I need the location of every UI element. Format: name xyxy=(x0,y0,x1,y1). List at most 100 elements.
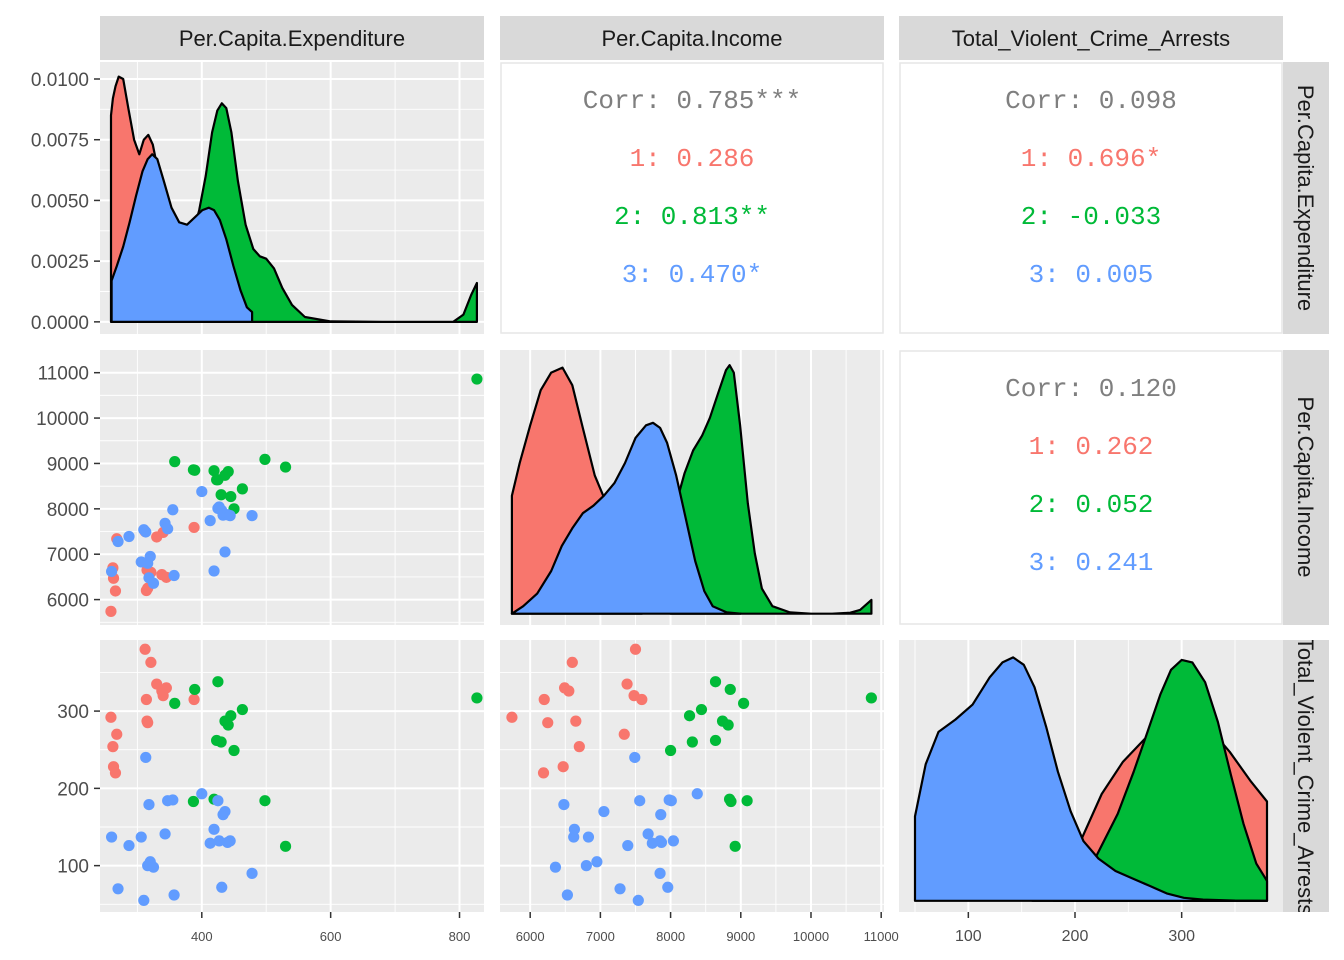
scatter-point-group-2 xyxy=(695,703,708,716)
scatter-point-group-3 xyxy=(219,546,231,558)
scatter-point-group-2 xyxy=(471,692,483,704)
scatter-point-group-1 xyxy=(538,693,550,706)
scatter-point-group-1 xyxy=(618,728,630,740)
scatter-point-group-3 xyxy=(159,828,171,840)
scatter-point-group-2 xyxy=(212,676,224,688)
corr-panel-income-arrests: Corr: 0.120 1: 0.262 2: 0.052 3: 0.241 xyxy=(899,350,1283,625)
scatter-point-group-1 xyxy=(570,715,582,727)
scatter-point-group-1 xyxy=(145,656,157,669)
corr-group-3: 3: 0.241 xyxy=(1029,548,1154,578)
x-tick-label: 600 xyxy=(320,929,342,944)
y-tick-label: 0.0100 xyxy=(31,70,89,91)
scatter-panel-arrests-vs-income xyxy=(500,640,884,912)
x-tick-label: 11000 xyxy=(864,929,899,944)
scatter-point-group-2 xyxy=(709,676,722,688)
density-area-group-2 xyxy=(669,364,873,615)
scatter-point-group-3 xyxy=(568,823,581,835)
scatter-panel-arrests-vs-expenditure xyxy=(100,640,484,912)
scatter-point-group-3 xyxy=(105,565,118,578)
scatter-point-group-1 xyxy=(109,767,122,779)
scatter-point-group-2 xyxy=(723,793,736,805)
density-area-group-3 xyxy=(510,421,742,615)
strip-income: Per.Capita.Income xyxy=(500,16,884,60)
corr-panel-background xyxy=(500,62,884,334)
scatter-point-group-2 xyxy=(683,710,696,722)
strip-expenditure: Per.Capita.Expenditure xyxy=(100,16,484,60)
scatter-panel-income-vs-expenditure xyxy=(100,350,484,625)
scatter-point-group-1 xyxy=(142,717,154,729)
scatter-point-group-2 xyxy=(236,483,248,495)
scatter-point-group-2 xyxy=(169,697,181,709)
corr-group-2: 2: 0.052 xyxy=(1029,490,1154,520)
x-axis-arrests_x: 100 200 300 xyxy=(955,912,1195,945)
scatter-point-group-3 xyxy=(622,839,634,852)
scatter-point-group-3 xyxy=(144,550,156,563)
density-area-group-3 xyxy=(913,656,1269,902)
scatter-point-group-3 xyxy=(691,788,703,800)
scatter-point-group-3 xyxy=(561,889,573,901)
scatter-point-group-1 xyxy=(558,682,571,694)
scatter-point-group-3 xyxy=(208,565,220,577)
y-axis-arrests_y: 100 200 300 xyxy=(57,702,100,878)
scatter-point-group-1 xyxy=(105,711,117,723)
scatter-point-group-3 xyxy=(654,867,666,879)
scatter-point-group-2 xyxy=(169,456,181,468)
strip-row-label-expenditure: Per.Capita.Expenditure xyxy=(1293,85,1318,311)
scatter-point-group-2 xyxy=(225,710,237,722)
scatter-point-group-3 xyxy=(654,835,666,847)
corr-group-2: 2: -0.033 xyxy=(1021,202,1161,232)
scatter-point-group-1 xyxy=(188,521,200,534)
x-tick-label: 7000 xyxy=(586,929,615,944)
scatter-point-group-3 xyxy=(224,835,236,847)
corr-panel-background xyxy=(899,350,1283,625)
scatter-point-group-3 xyxy=(591,856,603,868)
scatter-point-group-2 xyxy=(215,489,227,501)
scatter-point-group-2 xyxy=(215,736,227,748)
scatter-point-group-3 xyxy=(246,510,258,522)
corr-group-1: 1: 0.286 xyxy=(630,144,755,174)
corr-overall: Corr: 0.098 xyxy=(1005,86,1177,116)
corr-panel-background xyxy=(899,62,1283,334)
scatter-point-group-2 xyxy=(208,465,220,477)
y-tick-label: 0.0000 xyxy=(31,313,89,334)
x-tick-label: 9000 xyxy=(726,929,755,944)
scatter-point-group-2 xyxy=(279,461,292,473)
scatter-point-group-3 xyxy=(204,515,216,527)
scatter-point-group-3 xyxy=(167,794,179,806)
scatter-point-group-3 xyxy=(140,526,152,538)
x-tick-label: 6000 xyxy=(516,929,545,944)
scatter-point-group-1 xyxy=(557,761,569,773)
y-tick-label: 7000 xyxy=(47,545,89,566)
y-tick-label: 8000 xyxy=(47,500,89,521)
strip-label-arrests: Total_Violent_Crime_Arrests xyxy=(952,26,1230,51)
scatter-point-group-1 xyxy=(573,741,585,753)
scatter-point-group-3 xyxy=(112,535,124,548)
scatter-point-group-3 xyxy=(632,894,644,907)
scatter-point-group-3 xyxy=(216,881,228,893)
scatter-point-group-3 xyxy=(212,795,224,807)
x-tick-label: 8000 xyxy=(656,929,685,944)
scatter-point-group-2 xyxy=(225,490,237,503)
strip-row-expenditure: Per.Capita.Expenditure xyxy=(1283,62,1329,334)
scatter-point-group-2 xyxy=(259,453,271,465)
scatter-point-group-1 xyxy=(109,585,122,597)
scatter-point-group-3 xyxy=(123,839,135,852)
corr-group-2: 2: 0.813** xyxy=(614,202,770,232)
scatter-point-group-2 xyxy=(279,840,292,852)
scatter-point-group-1 xyxy=(140,693,152,706)
y-tick-label: 9000 xyxy=(47,454,89,475)
strip-row-label-arrests: Total_Violent_Crime_Arrests xyxy=(1293,637,1318,915)
scatter-point-group-1 xyxy=(188,693,200,706)
corr-group-1: 1: 0.696* xyxy=(1021,144,1161,174)
scatter-point-group-3 xyxy=(662,881,674,893)
scatter-point-group-1 xyxy=(105,605,117,617)
scatter-point-group-3 xyxy=(123,530,135,543)
scatter-point-group-1 xyxy=(139,643,151,655)
x-tick-label: 400 xyxy=(191,929,213,944)
strip-label-income: Per.Capita.Income xyxy=(602,26,783,51)
scatter-point-group-2 xyxy=(259,795,271,807)
y-tick-label: 0.0075 xyxy=(31,131,89,152)
strip-arrests: Total_Violent_Crime_Arrests xyxy=(899,16,1283,60)
scatter-point-group-3 xyxy=(140,751,152,764)
scatter-point-group-2 xyxy=(222,466,234,478)
